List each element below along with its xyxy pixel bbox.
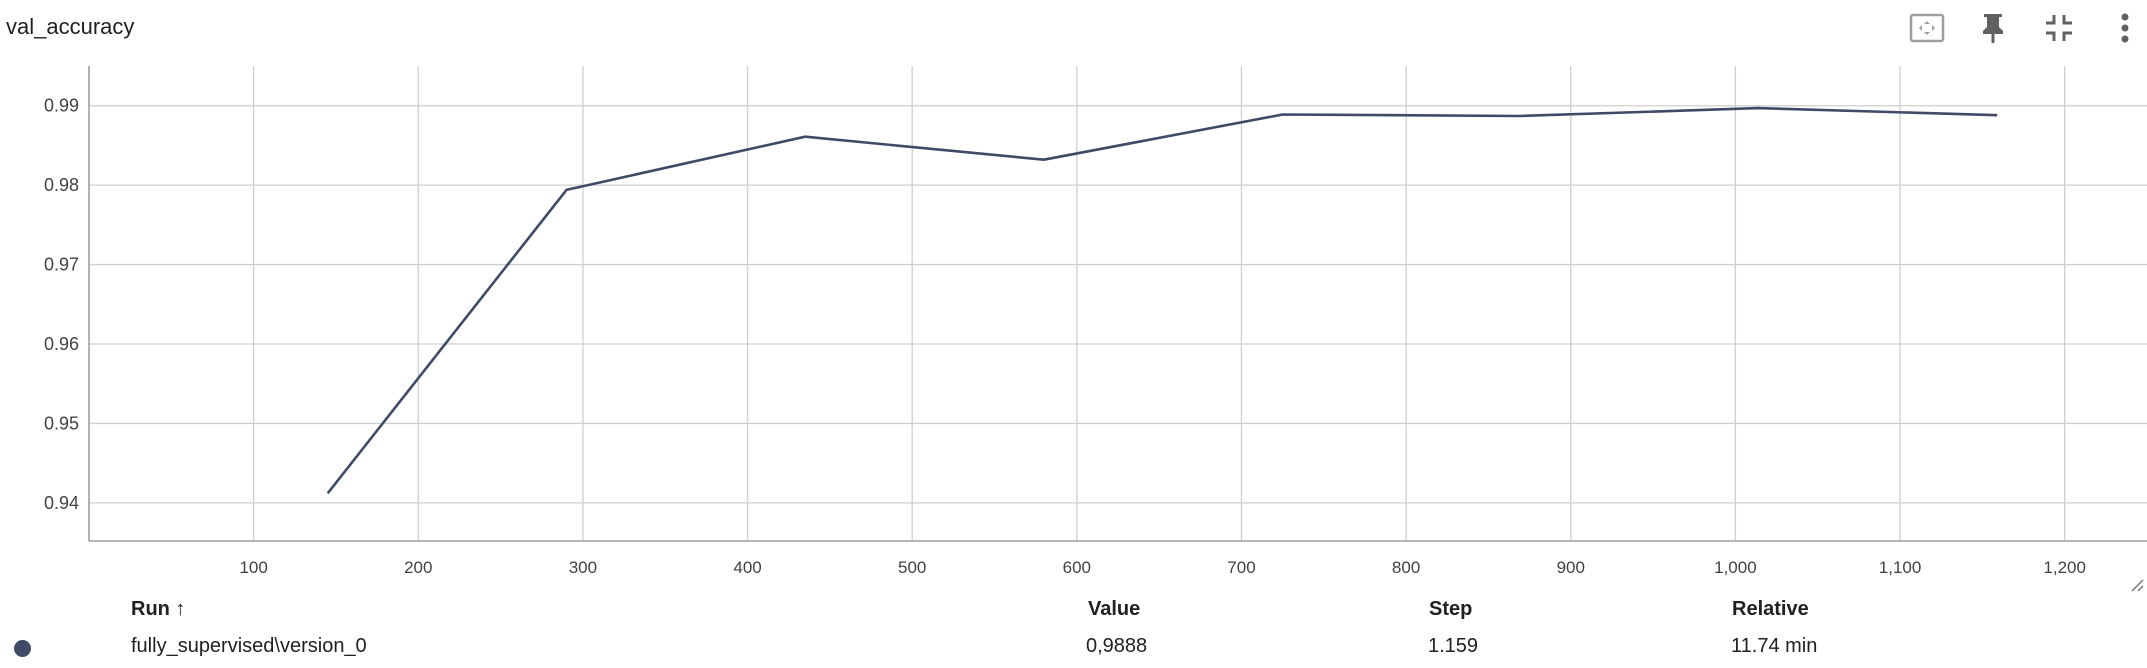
cell-step: 1.159: [1428, 635, 1479, 657]
x-tick-label: 300: [569, 558, 597, 577]
chart-toolbar: [1883, 6, 2147, 50]
pin-icon: [1983, 14, 2003, 43]
y-tick-label: 0.96: [44, 334, 79, 354]
resize-handle-icon[interactable]: [2128, 576, 2144, 592]
run-color-dot: [14, 640, 31, 657]
x-tick-label: 900: [1557, 558, 1585, 577]
x-tick-label: 800: [1392, 558, 1420, 577]
header-run[interactable]: Run ↑: [131, 598, 186, 620]
x-tick-label: 100: [239, 558, 267, 577]
y-tick-label: 0.95: [44, 413, 79, 433]
cell-relative: 11.74 min: [1731, 635, 1818, 657]
series-layer: [326, 106, 1998, 495]
y-tick-label: 0.99: [44, 96, 79, 116]
x-tick-label: 1,200: [2043, 558, 2086, 577]
x-tick-label: 600: [1063, 558, 1091, 577]
x-tick-label: 200: [404, 558, 432, 577]
y-tick-label: 0.98: [44, 175, 79, 195]
cell-value: 0,9888: [1086, 635, 1148, 657]
x-tick-label: 1,100: [1879, 558, 1922, 577]
series-line[interactable]: [326, 106, 1998, 495]
header-relative[interactable]: Relative: [1732, 598, 1809, 620]
x-tick-label: 400: [733, 558, 761, 577]
header-step[interactable]: Step: [1429, 598, 1473, 620]
x-tick-label: 500: [898, 558, 926, 577]
grid-lines: [89, 66, 2147, 541]
more-vert-icon: [2121, 13, 2129, 43]
tick-labels: 100 200 300 400 500 600 700 800 900 1,000 1,100 1,2…: [44, 96, 2086, 577]
cell-run: fully_supervised\version_0: [131, 635, 367, 657]
header-value[interactable]: Value: [1088, 598, 1141, 620]
chart-title: val_accuracy: [6, 14, 135, 39]
pin-button[interactable]: [1971, 6, 2015, 50]
y-tick-label: 0.97: [44, 255, 79, 275]
collapse-button[interactable]: [2037, 6, 2081, 50]
fit-domain-button[interactable]: [1905, 6, 1949, 50]
y-tick-label: 0.94: [44, 493, 79, 513]
x-tick-label: 1,000: [1714, 558, 1757, 577]
collapse-icon: [2046, 15, 2072, 41]
axes: [88, 66, 2147, 542]
x-tick-label: 700: [1227, 558, 1255, 577]
fit-domain-icon: [1909, 13, 1945, 43]
more-options-button[interactable]: [2103, 6, 2147, 50]
line-chart[interactable]: 100 200 300 400 500 600 700 800 900 1,000 1,100 1,2…: [0, 0, 2147, 600]
